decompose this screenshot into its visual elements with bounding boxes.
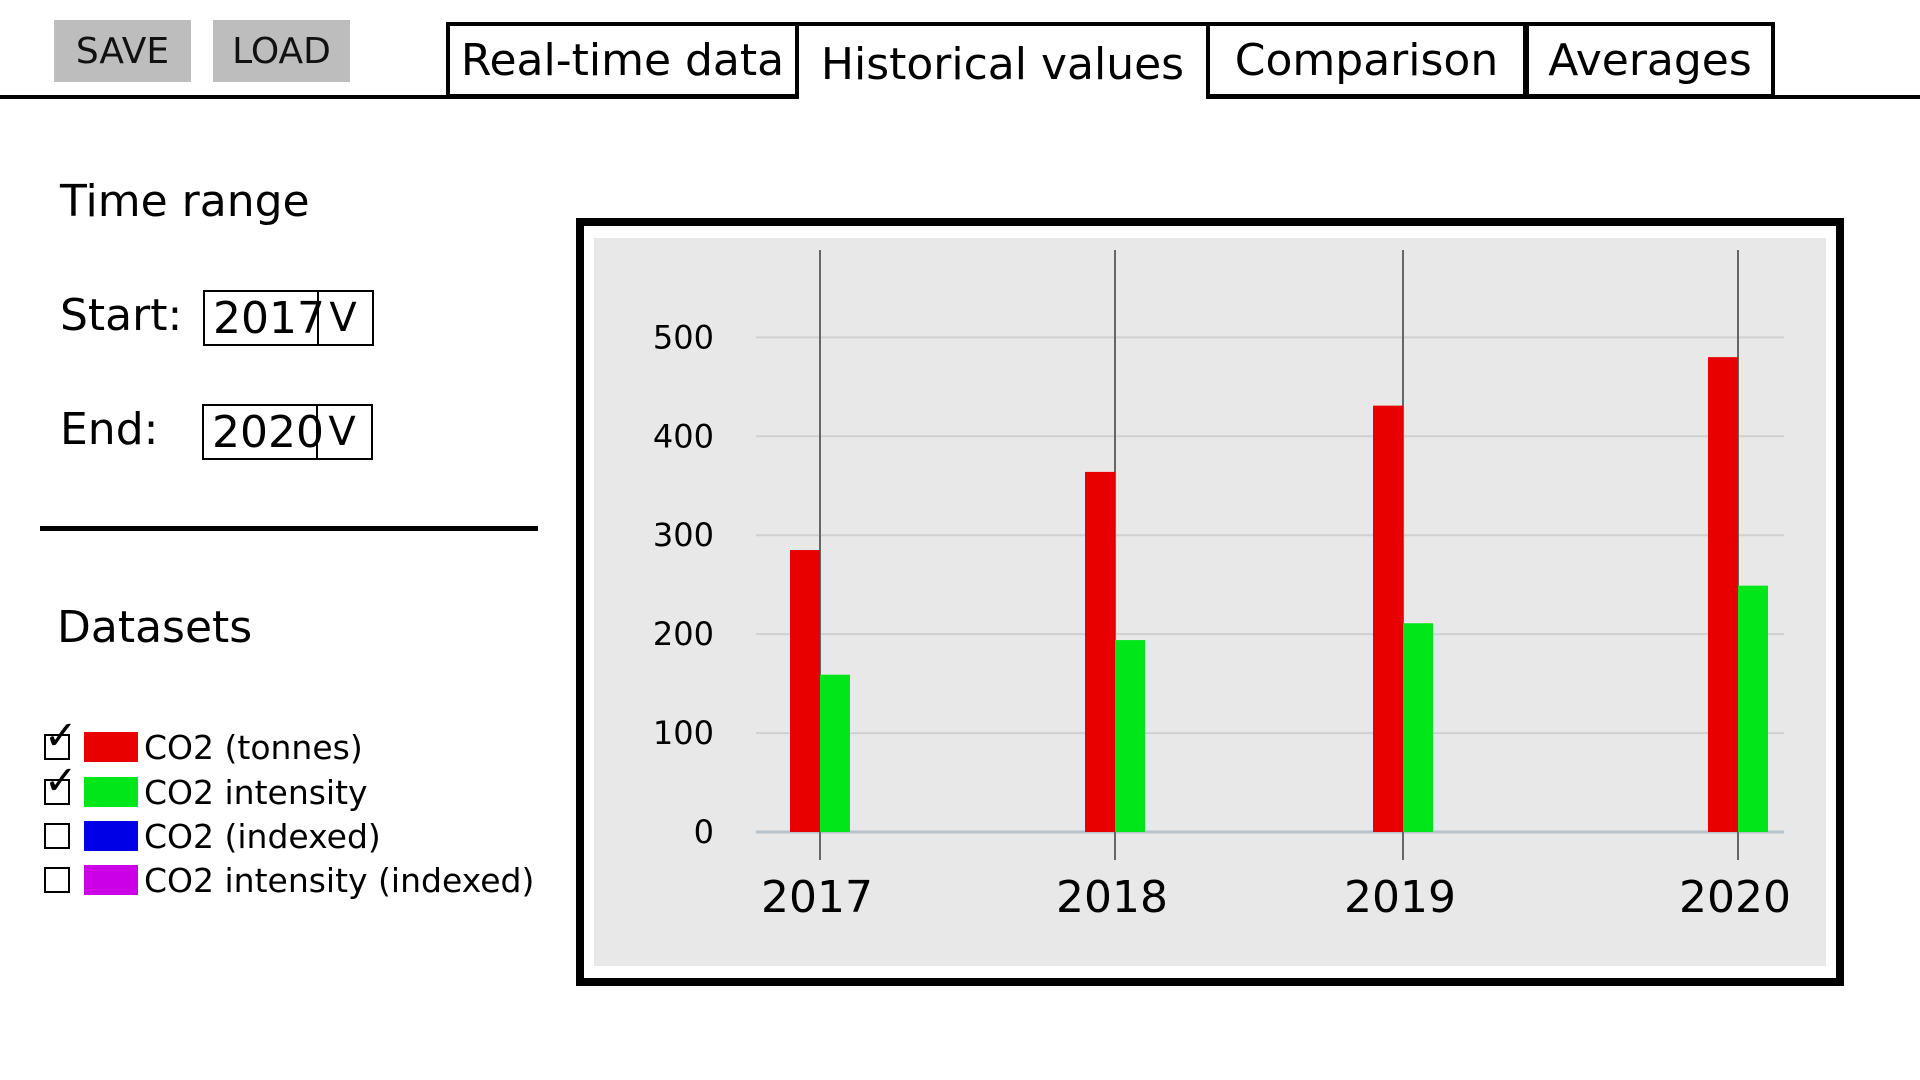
bar: [820, 674, 850, 832]
bar: [1115, 640, 1145, 832]
end-year-value: 2020: [212, 406, 324, 458]
y-tick-label: 400: [653, 417, 714, 455]
dataset-checkbox[interactable]: ✓: [44, 716, 78, 760]
dataset-label: CO2 intensity: [144, 772, 368, 812]
x-tick-label: 2020: [1679, 872, 1791, 923]
dataset-label: CO2 intensity (indexed): [144, 860, 535, 900]
bar: [1708, 357, 1738, 832]
y-tick-label: 200: [653, 615, 714, 653]
dataset-row-co2-indexed[interactable]: CO2 (indexed): [44, 816, 381, 856]
dataset-row-co2-intensity-indexed[interactable]: CO2 intensity (indexed): [44, 860, 534, 900]
color-swatch: [84, 777, 138, 807]
chevron-down-icon[interactable]: V: [317, 292, 367, 344]
dataset-checkbox[interactable]: ✓: [44, 761, 78, 805]
x-tick-label: 2017: [761, 872, 873, 923]
dataset-row-co2-tonnes[interactable]: ✓ CO2 (tonnes): [44, 716, 363, 767]
y-tick-label: 100: [653, 714, 714, 752]
chevron-down-icon[interactable]: V: [316, 406, 366, 458]
color-swatch: [84, 821, 138, 851]
dataset-row-co2-intensity[interactable]: ✓ CO2 intensity: [44, 761, 368, 812]
y-tick-label: 500: [653, 318, 714, 356]
end-label: End:: [60, 404, 159, 455]
checkmark-icon: ✓: [44, 713, 78, 759]
tab-averages[interactable]: Averages: [1525, 22, 1775, 98]
end-year-select[interactable]: 2020 V: [202, 404, 373, 460]
bar: [1085, 471, 1115, 832]
start-year-value: 2017: [213, 292, 325, 344]
plot-background: [594, 238, 1826, 966]
dataset-checkbox[interactable]: [44, 823, 70, 849]
tab-comparison[interactable]: Comparison: [1206, 22, 1527, 98]
datasets-heading: Datasets: [57, 602, 253, 653]
save-button[interactable]: SAVE: [54, 20, 191, 82]
color-swatch: [84, 865, 138, 895]
y-tick-label: 300: [653, 516, 714, 554]
dataset-label: CO2 (tonnes): [144, 727, 363, 767]
start-year-select[interactable]: 2017 V: [203, 290, 374, 346]
chart-frame: 0 100 200 300 400 500 2017 2018 2019 2020: [576, 218, 1844, 986]
dataset-checkbox[interactable]: [44, 867, 70, 893]
tab-historical-values[interactable]: Historical values: [799, 22, 1206, 102]
bar: [790, 550, 820, 832]
tab-real-time-data[interactable]: Real-time data: [446, 22, 799, 98]
x-tick-label: 2019: [1344, 872, 1456, 923]
bar: [1373, 405, 1403, 832]
load-button[interactable]: LOAD: [213, 20, 350, 82]
start-label: Start:: [60, 290, 183, 341]
x-tick-label: 2018: [1056, 872, 1168, 923]
bar: [1738, 585, 1768, 832]
bar-chart: 0 100 200 300 400 500 2017 2018 2019 2020: [594, 238, 1826, 966]
section-divider: [40, 526, 538, 531]
time-range-heading: Time range: [60, 176, 310, 227]
checkmark-icon: ✓: [44, 758, 78, 804]
bar: [1403, 623, 1433, 832]
color-swatch: [84, 732, 138, 762]
y-tick-label: 0: [694, 813, 714, 851]
dataset-label: CO2 (indexed): [144, 816, 381, 856]
